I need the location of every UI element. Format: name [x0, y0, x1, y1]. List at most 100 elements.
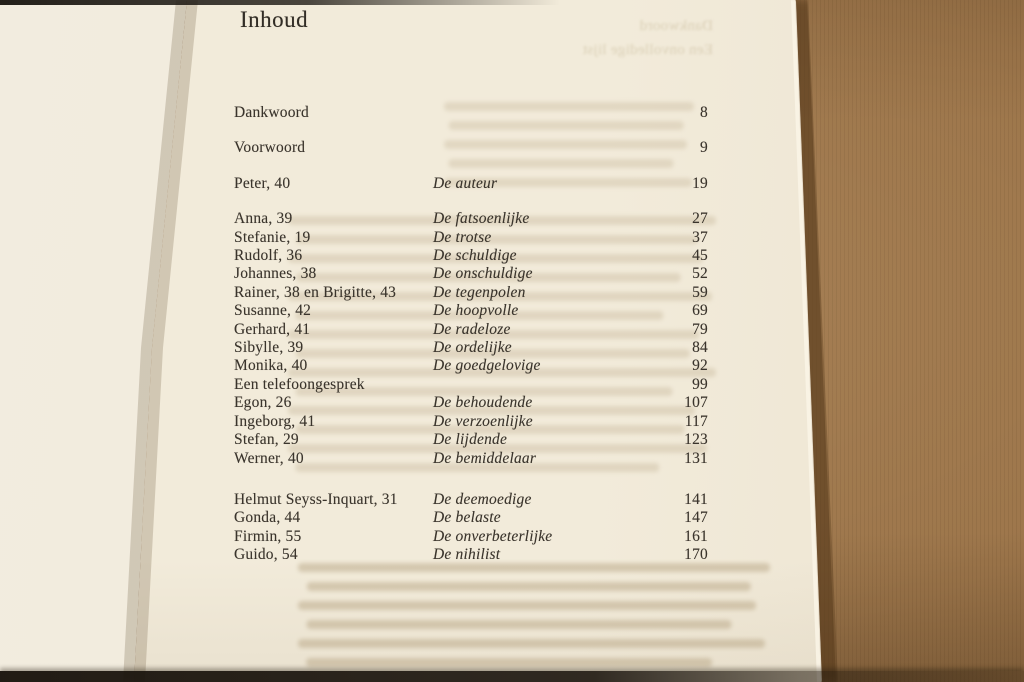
- show-through-line-blur: [288, 292, 712, 301]
- toc-entry-description: De onverbeterlijke: [433, 527, 553, 545]
- toc-entry-description: De schuldige: [433, 247, 517, 265]
- toc-entry-page-number: 141: [684, 490, 708, 508]
- toc-row: Rainer, 38 en Brigitte, 43 De tegenpolen…: [234, 284, 708, 302]
- toc-entry-description: [433, 104, 666, 122]
- show-through-paragraph: [298, 563, 770, 677]
- toc-entry-page-number: 9: [700, 139, 708, 157]
- show-through-line: Dankwoord: [639, 18, 713, 34]
- show-through-line-blur: [288, 330, 699, 339]
- toc-row: Anna, 39 De fatsoenlijke 27: [234, 210, 708, 228]
- toc-entry-page-number: 123: [684, 431, 708, 449]
- show-through-paragraph: [288, 216, 716, 482]
- toc-entry-description: De onschuldige: [433, 265, 533, 283]
- show-through-line: Een onvolledige lijst: [582, 42, 713, 58]
- toc-entry-page-number: 99: [692, 375, 708, 393]
- toc-row: Sibylle, 39 De ordelijke 84: [234, 339, 708, 357]
- toc-entry-description: De nihilist: [433, 546, 501, 564]
- show-through-line-blur: [288, 368, 716, 377]
- toc-entry-description: De tegenpolen: [433, 283, 526, 301]
- toc-entry-page-number: 107: [684, 394, 708, 412]
- toc-row: Ingeborg, 41 De verzoenlijke 117: [234, 413, 708, 431]
- toc-entry-name: Rainer, 38 en Brigitte, 43: [234, 283, 397, 301]
- toc-entry-name: Anna, 39: [234, 210, 293, 228]
- toc-row: Stefan, 29 De lijdende 123: [234, 431, 708, 449]
- toc-entry-name: Voorwoord: [234, 139, 306, 157]
- show-through-line-blur: [288, 216, 716, 225]
- toc-entry-page-number: 37: [692, 228, 708, 246]
- toc-entry-description: De verzoenlijke: [433, 412, 533, 430]
- show-through-line-blur: [306, 658, 713, 667]
- toc-entry-name: Gerhard, 41: [234, 320, 311, 338]
- toc-entry-description: De fatsoenlijke: [433, 210, 530, 228]
- toc-entry-page-number: 19: [692, 174, 708, 192]
- toc-entry-page-number: 170: [684, 546, 708, 564]
- show-through-line-blur: [306, 582, 751, 591]
- toc-entry-page-number: 69: [692, 302, 708, 320]
- show-through-line-blur: [448, 159, 674, 168]
- toc-entry-name: Firmin, 55: [234, 527, 302, 545]
- toc-entry-page-number: 79: [692, 320, 708, 338]
- show-through-line-blur: [295, 425, 686, 434]
- toc-entry-page-number: 147: [684, 509, 708, 527]
- toc-entry-description: De behoudende: [433, 394, 533, 412]
- toc-row: Monika, 40 De goedgelovige 92: [234, 357, 708, 375]
- show-through-line-blur: [444, 178, 692, 187]
- show-through-line-blur: [295, 349, 690, 358]
- toc-list: Dankwoord 8 Voorwoord 9 Peter, 40 De aut…: [234, 104, 708, 565]
- toc-row: Werner, 40 De bemiddelaar 131: [234, 450, 708, 468]
- show-through-line-blur: [448, 121, 684, 130]
- toc-entry-description: De belaste: [433, 509, 501, 527]
- show-through-line-blur: [298, 601, 756, 610]
- show-through-paragraph: [444, 102, 694, 197]
- toc-row: Peter, 40 De auteur 19: [234, 175, 708, 193]
- toc-entry-name: Rudolf, 36: [234, 247, 303, 265]
- toc-row: Guido, 54 De nihilist 170: [234, 546, 708, 564]
- show-through-line-blur: [288, 254, 704, 263]
- toc-entry-page-number: 8: [700, 104, 708, 121]
- toc-entry-description: De hoopvolle: [433, 302, 519, 320]
- toc-entry-name: Guido, 54: [234, 546, 298, 564]
- toc-row: Helmut Seyss-Inquart, 31 De deemoedige 1…: [234, 491, 708, 509]
- show-through-line-blur: [288, 444, 708, 453]
- toc-entry-name: Dankwoord: [234, 104, 309, 121]
- toc-entry-name: Egon, 26: [234, 394, 292, 412]
- toc-entry-page-number: 92: [692, 357, 708, 375]
- show-through-line-blur: [288, 406, 695, 415]
- show-through-line-blur: [298, 563, 770, 572]
- show-through-line-blur: [295, 463, 660, 472]
- show-through-line-blur: [296, 235, 699, 244]
- photo-top-edge: [0, 0, 560, 5]
- show-through-line-blur: [295, 273, 681, 282]
- toc-entry-name: Helmut Seyss-Inquart, 31: [234, 490, 398, 508]
- toc-entry-page-number: 131: [684, 449, 708, 467]
- toc-entry-page-number: 59: [692, 283, 708, 301]
- toc-entry-description: De bemiddelaar: [433, 449, 537, 467]
- toc-entry-description: De deemoedige: [433, 490, 532, 508]
- show-through-text: Dankwoord Een onvolledige lijst: [553, 14, 713, 62]
- toc-row: Egon, 26 De behoudende 107: [234, 394, 708, 412]
- toc-entry-name: Johannes, 38: [234, 265, 317, 283]
- toc-entry-description: [433, 139, 666, 157]
- toc-entry-name: Monika, 40: [234, 357, 308, 375]
- toc-entry-name: Peter, 40: [234, 174, 291, 192]
- toc-entry-page-number: 84: [692, 339, 708, 357]
- page-title: Inhoud: [240, 7, 309, 32]
- toc-row: Johannes, 38 De onschuldige 52: [234, 265, 708, 283]
- toc-entry-description: De lijdende: [433, 431, 508, 449]
- photo-bottom-edge: [0, 671, 1024, 682]
- show-through-line-blur: [295, 387, 673, 396]
- toc-entry-name: Sibylle, 39: [234, 339, 304, 357]
- toc-row: Dankwoord 8: [234, 104, 708, 122]
- toc-entry-name: Ingeborg, 41: [234, 412, 316, 430]
- toc-entry-page-number: 45: [692, 247, 708, 265]
- toc-row: Rudolf, 36 De schuldige 45: [234, 247, 708, 265]
- toc-entry-name: Een telefoongesprek: [234, 375, 365, 393]
- toc-row: Gerhard, 41 De radeloze 79: [234, 321, 708, 339]
- toc-row: Susanne, 42 De hoopvolle 69: [234, 302, 708, 320]
- toc-entry-name: Werner, 40: [234, 449, 304, 467]
- toc-entry-name: Gonda, 44: [234, 509, 301, 527]
- show-through-line-blur: [444, 140, 687, 149]
- toc-row: Stefanie, 19 De trotse 37: [234, 229, 708, 247]
- toc-entry-description: De goedgelovige: [433, 357, 541, 375]
